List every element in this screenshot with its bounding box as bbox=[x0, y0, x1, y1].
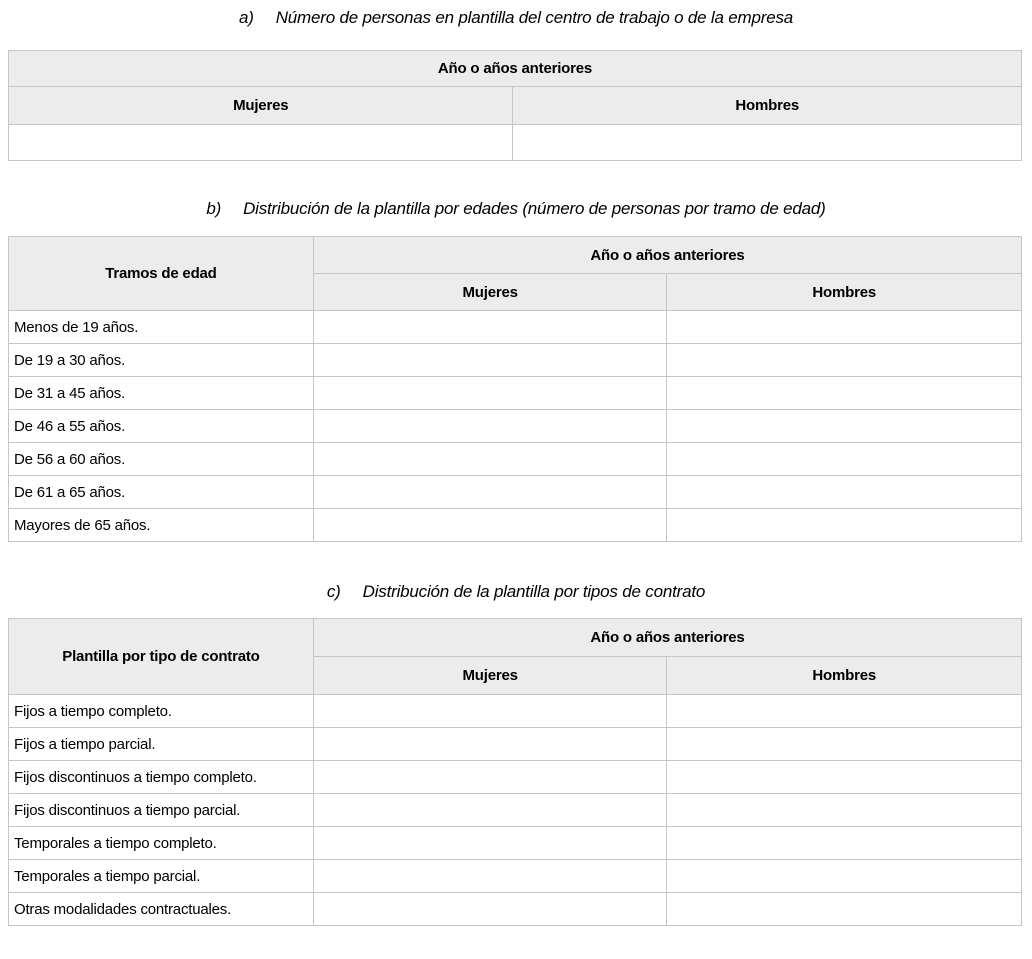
entry-cell-hombres[interactable] bbox=[666, 826, 1022, 860]
row-label-cell: De 19 a 30 años. bbox=[8, 343, 314, 377]
entry-cell-mujeres[interactable] bbox=[312, 892, 668, 926]
table-plantilla-por-contrato: Plantilla por tipo de contrato Año o año… bbox=[8, 618, 1023, 926]
row-label-cell: Fijos a tiempo completo. bbox=[8, 694, 314, 728]
row-label-cell: De 61 a 65 años. bbox=[8, 475, 314, 509]
table-row: Menos de 19 años. bbox=[8, 310, 1022, 344]
table-plantilla-total: Año o años anteriores Mujeres Hombres bbox=[7, 50, 1022, 161]
section-a-title-text: Número de personas en plantilla del cent… bbox=[275, 8, 794, 27]
table-row: De 56 a 60 años. bbox=[8, 442, 1022, 476]
table-b-columns-header-row: Mujeres Hombres bbox=[9, 273, 1022, 311]
entry-cell-mujeres[interactable] bbox=[312, 826, 668, 860]
entry-cell-mujeres[interactable] bbox=[312, 793, 668, 827]
table-row: De 61 a 65 años. bbox=[8, 475, 1022, 509]
table-b-col-hombres: Hombres bbox=[666, 273, 1022, 311]
entry-cell-mujeres[interactable] bbox=[312, 760, 668, 794]
table-a-col-hombres: Hombres bbox=[512, 86, 1022, 125]
row-label-cell: Temporales a tiempo parcial. bbox=[8, 859, 314, 893]
entry-cell-mujeres[interactable] bbox=[312, 694, 668, 728]
table-c-row-header: Plantilla por tipo de contrato bbox=[8, 618, 314, 695]
entry-cell-hombres[interactable] bbox=[666, 892, 1022, 926]
section-a-marker: a) bbox=[238, 8, 254, 27]
entry-cell-mujeres[interactable] bbox=[312, 475, 668, 509]
table-c-columns-header-row: Mujeres Hombres bbox=[9, 656, 1022, 695]
entry-cell-mujeres[interactable] bbox=[312, 343, 668, 377]
entry-cell-hombres[interactable] bbox=[512, 124, 1022, 161]
table-row: De 46 a 55 años. bbox=[8, 409, 1022, 443]
entry-cell-mujeres[interactable] bbox=[312, 859, 668, 893]
entry-cell-hombres[interactable] bbox=[666, 760, 1022, 794]
entry-cell-hombres[interactable] bbox=[666, 859, 1022, 893]
table-b-row-header: Tramos de edad bbox=[8, 236, 314, 311]
table-c-col-hombres: Hombres bbox=[666, 656, 1022, 695]
table-row: Fijos discontinuos a tiempo parcial. bbox=[8, 793, 1022, 827]
table-b-col-mujeres: Mujeres bbox=[312, 273, 668, 311]
row-label-cell: Fijos discontinuos a tiempo parcial. bbox=[8, 793, 314, 827]
table-c-year-header-row: Plantilla por tipo de contrato Año o año… bbox=[8, 618, 1023, 695]
table-b-year-header: Año o años anteriores bbox=[312, 236, 1023, 274]
entry-cell-mujeres[interactable] bbox=[312, 727, 668, 761]
section-b-title: b) Distribución de la plantilla por edade… bbox=[0, 198, 1032, 220]
entry-cell-hombres[interactable] bbox=[666, 694, 1022, 728]
table-row: Mayores de 65 años. bbox=[8, 508, 1022, 542]
table-row: Fijos a tiempo parcial. bbox=[8, 727, 1022, 761]
entry-cell-hombres[interactable] bbox=[666, 409, 1022, 443]
section-b-title-text: Distribución de la plantilla por edades … bbox=[243, 199, 826, 218]
entry-cell-mujeres[interactable] bbox=[312, 442, 668, 476]
row-label-cell: Temporales a tiempo completo. bbox=[8, 826, 314, 860]
entry-cell-hombres[interactable] bbox=[666, 376, 1022, 410]
row-label-cell: Menos de 19 años. bbox=[8, 310, 314, 344]
table-row: Otras modalidades contractuales. bbox=[8, 892, 1022, 926]
entry-cell-mujeres[interactable] bbox=[312, 409, 668, 443]
row-label-cell: Fijos discontinuos a tiempo completo. bbox=[8, 760, 314, 794]
row-label-cell: De 56 a 60 años. bbox=[8, 442, 314, 476]
table-a-columns-header-row: Mujeres Hombres bbox=[7, 86, 1022, 125]
entry-cell-mujeres[interactable] bbox=[7, 124, 514, 161]
table-row: Temporales a tiempo parcial. bbox=[8, 859, 1022, 893]
table-c-col-mujeres: Mujeres bbox=[312, 656, 668, 695]
table-row: De 31 a 45 años. bbox=[8, 376, 1022, 410]
table-a-entry-row bbox=[7, 124, 1022, 161]
entry-cell-hombres[interactable] bbox=[666, 475, 1022, 509]
entry-cell-hombres[interactable] bbox=[666, 793, 1022, 827]
table-row: Fijos discontinuos a tiempo completo. bbox=[8, 760, 1022, 794]
entry-cell-mujeres[interactable] bbox=[312, 508, 668, 542]
entry-cell-hombres[interactable] bbox=[666, 508, 1022, 542]
table-plantilla-por-edades: Tramos de edad Año o años anteriores Muj… bbox=[8, 236, 1023, 542]
entry-cell-mujeres[interactable] bbox=[312, 376, 668, 410]
row-label-cell: Otras modalidades contractuales. bbox=[8, 892, 314, 926]
table-row: De 19 a 30 años. bbox=[8, 343, 1022, 377]
row-label-cell: De 46 a 55 años. bbox=[8, 409, 314, 443]
entry-cell-mujeres[interactable] bbox=[312, 310, 668, 344]
section-a-title: a) Número de personas en plantilla del ce… bbox=[0, 7, 1032, 29]
table-c-year-header: Año o años anteriores bbox=[312, 618, 1023, 657]
table-row: Temporales a tiempo completo. bbox=[8, 826, 1022, 860]
row-label-cell: Fijos a tiempo parcial. bbox=[8, 727, 314, 761]
section-c-title-text: Distribución de la plantilla por tipos d… bbox=[362, 582, 706, 601]
entry-cell-hombres[interactable] bbox=[666, 442, 1022, 476]
table-b-year-header-row: Tramos de edad Año o años anteriores bbox=[8, 236, 1023, 311]
row-label-cell: Mayores de 65 años. bbox=[8, 508, 314, 542]
entry-cell-hombres[interactable] bbox=[666, 343, 1022, 377]
row-label-cell: De 31 a 45 años. bbox=[8, 376, 314, 410]
section-b-marker: b) bbox=[206, 199, 222, 218]
table-a-col-mujeres: Mujeres bbox=[7, 86, 514, 125]
entry-cell-hombres[interactable] bbox=[666, 310, 1022, 344]
entry-cell-hombres[interactable] bbox=[666, 727, 1022, 761]
table-a-year-header: Año o años anteriores bbox=[8, 50, 1022, 87]
section-c-marker: c) bbox=[326, 582, 341, 601]
section-c-title: c) Distribución de la plantilla por tipos… bbox=[0, 581, 1032, 603]
table-a-year-header-row: Año o años anteriores bbox=[8, 50, 1022, 87]
table-row: Fijos a tiempo completo. bbox=[8, 694, 1022, 728]
